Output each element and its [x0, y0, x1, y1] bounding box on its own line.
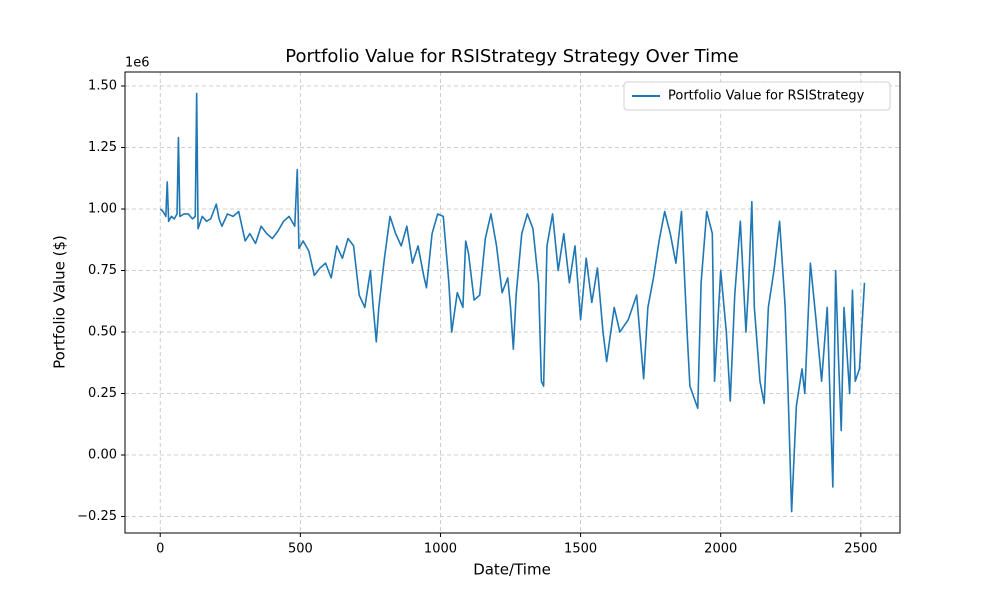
- y-tick-label: 0.75: [88, 263, 117, 278]
- legend-box: [623, 81, 891, 111]
- y-tick-label: 1.00: [88, 202, 117, 217]
- x-tick-label: 2500: [844, 542, 877, 557]
- y-axis-label: Portfolio Value ($): [51, 235, 69, 369]
- x-tick-label: 0: [156, 542, 164, 557]
- x-axis-label: Date/Time: [473, 561, 551, 579]
- y-tick-label: 0.50: [88, 325, 117, 340]
- x-tick-label: 1000: [424, 542, 457, 557]
- plot-frame: [124, 71, 901, 534]
- line-series: [159, 92, 866, 513]
- y-tick-label: 0.00: [88, 448, 117, 463]
- x-tick-label: 2000: [704, 542, 737, 557]
- y-offset-label: 1e6: [125, 56, 150, 71]
- x-tick-label: 500: [288, 542, 313, 557]
- y-tick-label: 1.50: [88, 79, 117, 94]
- y-tick-label: −0.25: [77, 509, 117, 524]
- x-tick-label: 1500: [564, 542, 597, 557]
- legend-label: Portfolio Value for RSIStrategy: [668, 89, 865, 104]
- y-tick-label: 1.25: [88, 140, 117, 155]
- y-tick-label: 0.25: [88, 386, 117, 401]
- chart-title: Portfolio Value for RSIStrategy Strategy…: [285, 46, 738, 67]
